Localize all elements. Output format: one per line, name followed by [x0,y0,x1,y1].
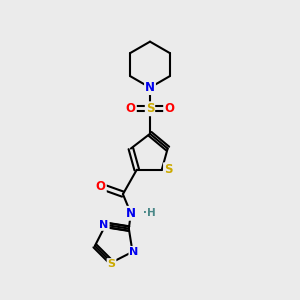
Text: S: S [164,163,172,176]
Text: S: S [146,102,154,115]
Text: O: O [96,180,106,193]
Text: S: S [107,259,116,269]
Text: O: O [126,102,136,115]
Text: O: O [164,102,174,115]
Text: ·H: ·H [143,208,156,218]
Text: N: N [145,81,155,94]
Text: N: N [129,247,139,257]
Text: N: N [126,207,136,220]
Text: N: N [100,220,109,230]
